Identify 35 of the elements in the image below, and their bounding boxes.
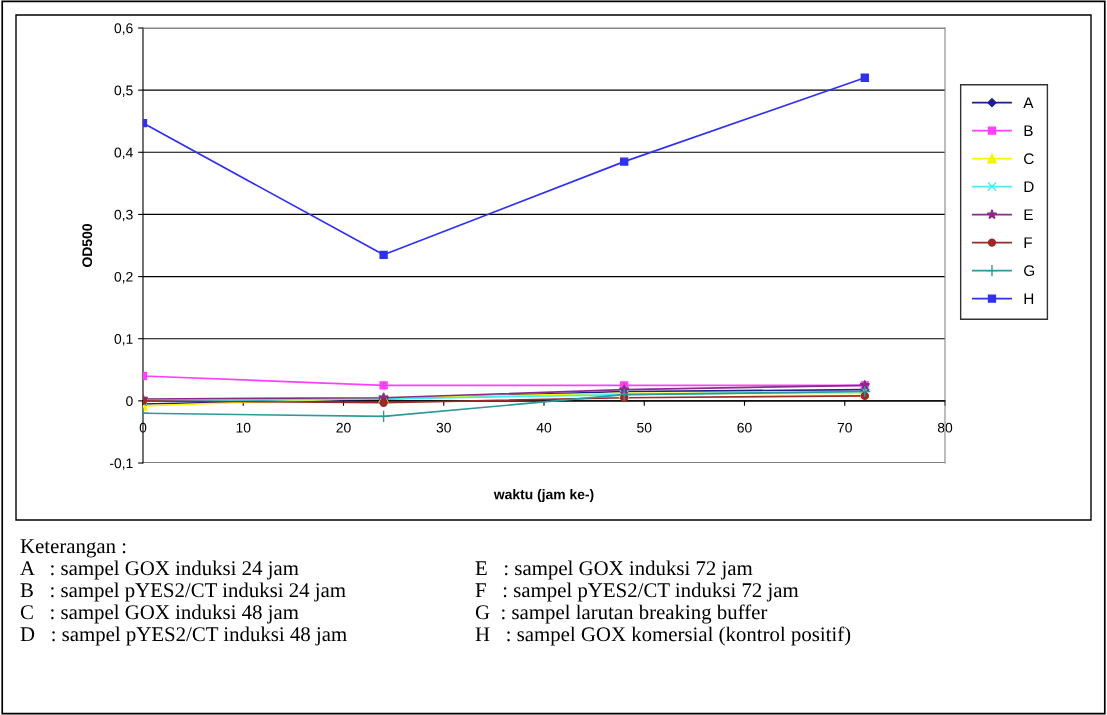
text: F : sampel pYES2/CT induksi 72 jam — [475, 582, 799, 602]
x-tick-label: 80 — [937, 422, 953, 433]
y-tick-label: -0,1 — [109, 458, 133, 470]
x-tick-label: 40 — [536, 422, 552, 433]
x-tick-label: 10 — [236, 422, 251, 433]
x-tick-label: 30 — [436, 422, 451, 433]
y-tick-label: 0,4 — [114, 147, 133, 160]
text: H : sampel GOX komersial (kontrol positif) — [475, 626, 851, 646]
legend-label: A — [1023, 97, 1034, 108]
text: Keterangan : — [20, 539, 126, 558]
x-tick-label: 60 — [737, 422, 752, 433]
y-tick-label: 0,5 — [114, 85, 133, 97]
legend-label: B — [1024, 125, 1033, 136]
text: E : sampel GOX induksi 72 jam — [475, 560, 753, 580]
y-tick-label: 0,3 — [114, 209, 133, 222]
legend-label: D — [1024, 181, 1034, 192]
legend-label: F — [1024, 237, 1033, 248]
legend-label: H — [1024, 293, 1034, 304]
legend-label: E — [1024, 209, 1033, 220]
y-tick-label: 0,1 — [114, 334, 133, 346]
text: B : sampel pYES2/CT induksi 24 jam — [20, 582, 346, 602]
y-tick-label: 0,6 — [114, 23, 133, 35]
y-axis-title: OD500 — [82, 224, 93, 267]
x-axis-title: waktu (jam ke-) — [493, 489, 594, 503]
text: C : sampel GOX induksi 48 jam — [20, 604, 299, 624]
legend-label: C — [1024, 153, 1034, 165]
legend-label: G — [1024, 265, 1035, 277]
x-tick-label: 70 — [837, 422, 852, 433]
text: G : sampel larutan breaking buffer — [475, 604, 768, 624]
text: A : sampel GOX induksi 24 jam — [20, 560, 299, 580]
x-tick-label: 50 — [637, 422, 652, 433]
y-tick-label: 0,2 — [114, 271, 133, 284]
y-tick-label: 0 — [126, 396, 133, 407]
x-tick-label: 20 — [336, 422, 351, 433]
text: D : sampel pYES2/CT induksi 48 jam — [20, 626, 347, 646]
